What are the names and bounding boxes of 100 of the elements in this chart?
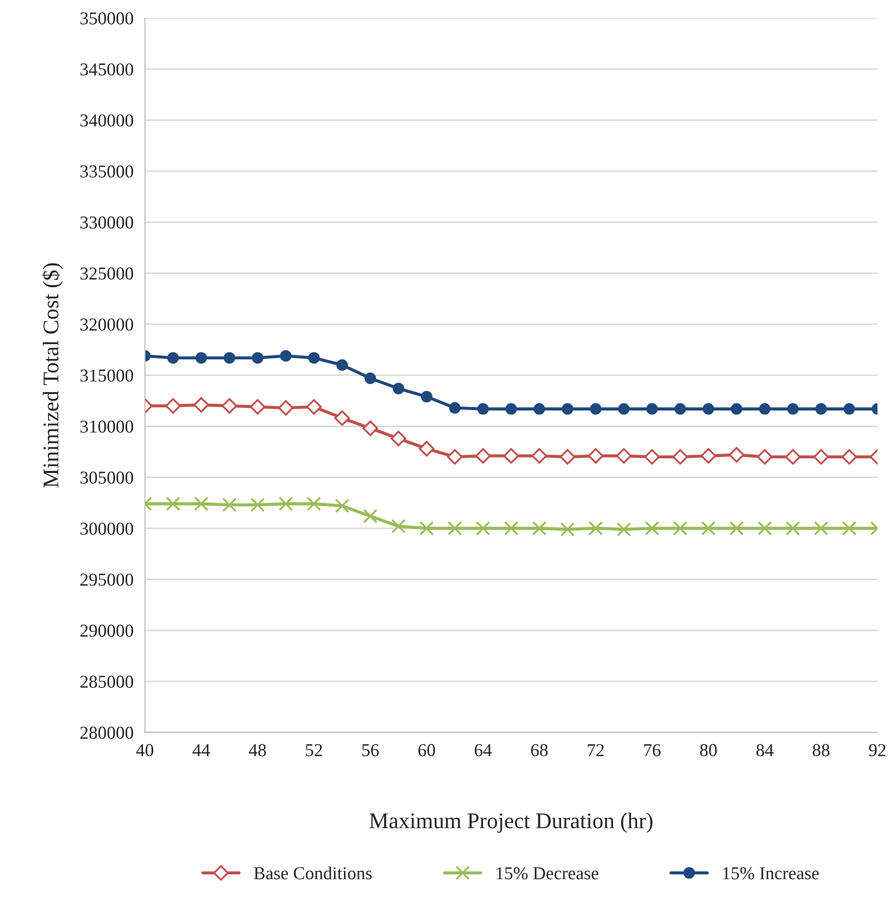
point [250, 498, 265, 512]
point [362, 420, 378, 436]
y-tick-label: 315000 [80, 369, 134, 382]
point [280, 350, 292, 362]
point [391, 519, 406, 534]
point [166, 496, 180, 511]
y-tick-label: 295000 [80, 574, 134, 586]
x-tick-label: 92 [868, 744, 886, 756]
point [505, 403, 517, 415]
point [278, 496, 293, 511]
y-tick-label: 345000 [80, 63, 134, 76]
point [844, 403, 856, 415]
y-tick-label: 290000 [80, 624, 134, 637]
x-tick-label: 88 [812, 744, 830, 756]
point [590, 403, 602, 415]
point [674, 403, 686, 415]
x-axis-title: Maximum Project Duration (hr) [370, 812, 652, 833]
point [644, 449, 660, 465]
point [672, 449, 688, 465]
point [165, 398, 181, 414]
point [222, 498, 237, 512]
y-axis-title: Minimized Total Cost ($) [42, 263, 63, 488]
point [815, 403, 827, 415]
x-tick-label: 52 [306, 744, 322, 756]
point [700, 448, 716, 464]
point [588, 521, 603, 536]
y-tick-label: 320000 [80, 318, 134, 331]
point [193, 397, 210, 413]
point [562, 403, 574, 415]
point [363, 508, 378, 524]
y-tick-label: 350000 [80, 12, 134, 24]
point [194, 496, 208, 511]
point [758, 521, 772, 536]
point [475, 448, 491, 464]
legend-label: Base Conditions [254, 866, 372, 880]
point [419, 521, 434, 536]
point [503, 448, 519, 464]
x-tick-label: 44 [192, 744, 210, 756]
point [787, 403, 799, 415]
y-tick-label: 305000 [80, 472, 134, 484]
point [842, 521, 856, 536]
point [728, 447, 744, 463]
y-tick-label: 285000 [80, 676, 134, 688]
point [588, 448, 604, 464]
x-tick-label: 76 [644, 744, 661, 756]
point [786, 521, 800, 536]
point [729, 521, 744, 536]
point [364, 372, 376, 384]
x-tick-label: 60 [418, 744, 435, 756]
point [532, 521, 547, 536]
point [560, 449, 576, 465]
point [334, 498, 350, 514]
point [224, 352, 236, 364]
x-tick-label: 56 [362, 744, 379, 756]
y-tick-label: 335000 [80, 165, 134, 178]
point [195, 352, 208, 364]
x-tick-label: 64 [474, 744, 492, 756]
legend-label: 15% Decrease [496, 867, 598, 880]
point [447, 449, 463, 465]
point [222, 398, 238, 414]
point [306, 399, 322, 415]
point [814, 521, 828, 536]
legend-label: 15% Increase [723, 867, 819, 880]
point [644, 521, 660, 536]
point [420, 390, 432, 402]
point [167, 352, 179, 364]
point [646, 403, 658, 415]
point [449, 402, 461, 414]
point [250, 399, 266, 415]
point [308, 352, 320, 364]
point [756, 449, 773, 465]
point [841, 449, 858, 465]
point [673, 521, 688, 536]
y-tick-label: 310000 [80, 420, 134, 433]
point [730, 403, 742, 415]
point [448, 521, 462, 536]
point [532, 448, 548, 464]
point [534, 403, 546, 415]
y-tick-label: 300000 [80, 522, 134, 535]
x-tick-label: 72 [588, 744, 604, 756]
point [813, 449, 829, 465]
x-tick-label: 80 [700, 744, 717, 756]
point [418, 440, 434, 456]
point [504, 521, 518, 536]
x-tick-label: 48 [248, 744, 266, 756]
point [252, 352, 264, 364]
y-tick-label: 325000 [80, 267, 134, 280]
point [476, 521, 490, 536]
x-tick-label: 68 [531, 744, 548, 756]
point [477, 403, 489, 415]
y-tick-label: 280000 [80, 726, 134, 739]
x-tick-label: 84 [756, 744, 774, 756]
point [306, 496, 322, 511]
y-tick-label: 330000 [80, 216, 134, 229]
point [390, 430, 406, 446]
y-tick-label: 340000 [80, 114, 134, 127]
point [785, 449, 801, 465]
point [336, 359, 348, 371]
point [278, 400, 294, 416]
point [758, 403, 771, 415]
